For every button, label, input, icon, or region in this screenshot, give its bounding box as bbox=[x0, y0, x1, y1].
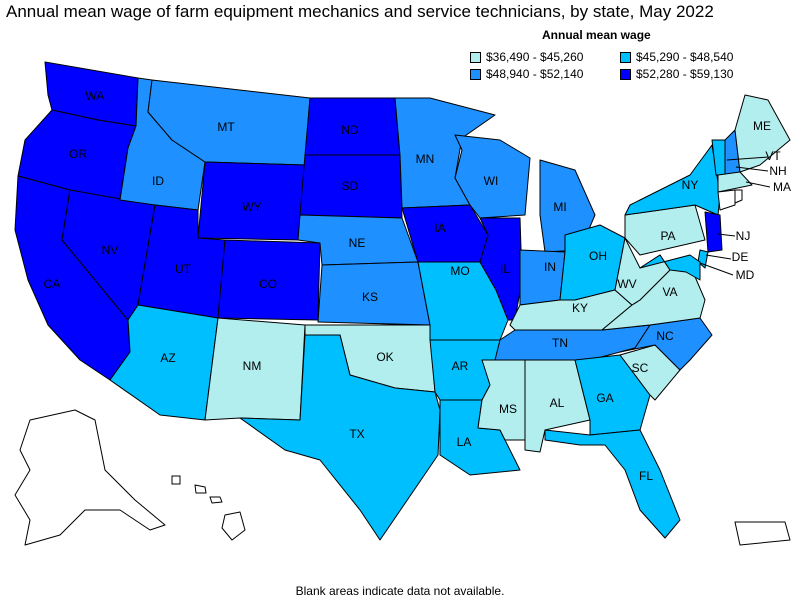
state-label-ca: CA bbox=[44, 277, 61, 291]
leader-md bbox=[699, 262, 734, 276]
state-label-sc: SC bbox=[632, 361, 649, 375]
legend-label-1: $36,490 - $45,260 bbox=[486, 50, 584, 64]
state-label-wi: WI bbox=[484, 174, 499, 188]
state-label-pa: PA bbox=[660, 229, 675, 243]
state-md bbox=[639, 254, 701, 281]
state-in bbox=[519, 249, 566, 306]
state-me bbox=[734, 94, 791, 173]
state-label-md: MD bbox=[736, 268, 755, 282]
state-label-nd: ND bbox=[341, 123, 359, 137]
state-il bbox=[479, 217, 523, 321]
legend-swatch-1 bbox=[470, 51, 481, 63]
legend-item-1: $36,490 - $45,260 bbox=[470, 50, 620, 64]
leader-vt bbox=[726, 156, 769, 161]
state-ma bbox=[717, 171, 753, 193]
state-label-sd: SD bbox=[342, 179, 359, 193]
state-shapes bbox=[14, 61, 791, 546]
state-labels: WA OR CA NV ID MT WY UT CO AZ NM ND SD NE KS OK TX MN IA MO… bbox=[44, 89, 791, 483]
state-tx bbox=[239, 334, 441, 541]
state-label-nh: NH bbox=[769, 164, 786, 178]
legend-item-3: $48,940 - $52,140 bbox=[470, 67, 620, 81]
state-ny bbox=[624, 144, 721, 216]
state-label-de: DE bbox=[732, 250, 749, 264]
state-label-va: VA bbox=[662, 285, 677, 299]
state-label-ne: NE bbox=[349, 236, 366, 250]
state-label-il: IL bbox=[500, 262, 510, 276]
state-label-wa: WA bbox=[86, 89, 105, 103]
state-nc bbox=[619, 317, 713, 371]
map-title: Annual mean wage of farm equipment mecha… bbox=[6, 2, 714, 21]
state-label-ut: UT bbox=[175, 262, 192, 276]
legend-item-2: $45,290 - $48,540 bbox=[620, 50, 790, 64]
state-label-ny: NY bbox=[682, 178, 699, 192]
state-label-nm: NM bbox=[243, 359, 262, 373]
state-label-me: ME bbox=[753, 119, 771, 133]
state-label-az: AZ bbox=[160, 351, 175, 365]
leader-de bbox=[705, 254, 732, 260]
state-label-mt: MT bbox=[217, 120, 235, 134]
state-label-nj: NJ bbox=[736, 229, 751, 243]
state-label-ia: IA bbox=[434, 221, 445, 235]
legend-title: Annual mean wage bbox=[542, 28, 651, 42]
state-label-mo: MO bbox=[450, 264, 469, 278]
leader-ma bbox=[745, 181, 771, 188]
state-label-id: ID bbox=[152, 174, 164, 188]
state-label-ar: AR bbox=[452, 359, 469, 373]
state-ct bbox=[717, 189, 736, 211]
legend-label-2: $45,290 - $48,540 bbox=[636, 50, 734, 64]
legend-label-4: $52,280 - $59,130 bbox=[636, 67, 734, 81]
state-label-fl: FL bbox=[639, 469, 653, 483]
state-label-mn: MN bbox=[416, 152, 435, 166]
state-label-ky: KY bbox=[572, 301, 588, 315]
state-label-tx: TX bbox=[349, 427, 364, 441]
state-label-wy: WY bbox=[242, 200, 261, 214]
state-label-nc: NC bbox=[656, 329, 674, 343]
legend-swatch-4 bbox=[620, 68, 631, 80]
state-label-ga: GA bbox=[596, 391, 613, 405]
state-label-wv: WV bbox=[617, 277, 636, 291]
legend-item-4: $52,280 - $59,130 bbox=[620, 67, 790, 81]
legend: Annual mean wage $36,490 - $45,260 $45,2… bbox=[470, 28, 790, 81]
state-label-al: AL bbox=[550, 396, 565, 410]
legend-swatch-3 bbox=[470, 68, 481, 80]
state-label-tn: TN bbox=[552, 336, 568, 350]
state-nj bbox=[704, 211, 723, 253]
state-label-mi: MI bbox=[553, 200, 566, 214]
state-label-or: OR bbox=[69, 147, 87, 161]
state-label-vt: VT bbox=[765, 149, 781, 163]
leader-nj bbox=[717, 233, 736, 237]
label-leader-lines bbox=[699, 156, 771, 276]
leader-nh bbox=[735, 166, 769, 172]
state-label-in: IN bbox=[544, 260, 556, 274]
state-hi bbox=[171, 475, 246, 541]
state-fl bbox=[544, 429, 681, 539]
legend-label-3: $48,940 - $52,140 bbox=[486, 67, 584, 81]
legend-swatch-2 bbox=[620, 51, 631, 63]
state-pr bbox=[734, 521, 791, 546]
state-label-co: CO bbox=[259, 277, 277, 291]
state-label-oh: OH bbox=[589, 249, 607, 263]
state-label-ma: MA bbox=[773, 180, 791, 194]
state-ak bbox=[14, 409, 166, 546]
state-label-ks: KS bbox=[362, 290, 378, 304]
state-label-ok: OK bbox=[376, 350, 393, 364]
state-label-ms: MS bbox=[499, 402, 517, 416]
footnote: Blank areas indicate data not available. bbox=[295, 584, 505, 598]
state-label-la: LA bbox=[457, 435, 472, 449]
state-ri bbox=[734, 189, 743, 204]
state-label-nv: NV bbox=[102, 243, 119, 257]
